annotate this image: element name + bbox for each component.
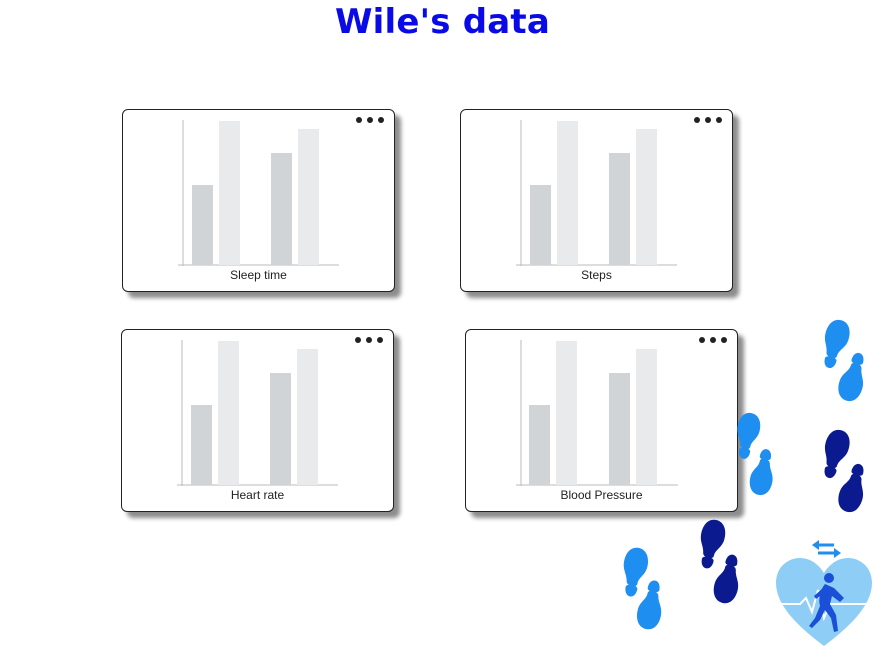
chart-bar — [218, 341, 239, 485]
chart-bar — [271, 153, 292, 265]
more-options-icon[interactable] — [694, 117, 722, 123]
placeholder-bar-chart — [178, 120, 339, 266]
page-title: Wile's data — [334, 2, 551, 42]
card-label: Sleep time — [230, 268, 287, 282]
chart-bar — [191, 405, 212, 485]
card-heart-rate[interactable]: Heart rate — [121, 329, 394, 512]
chart-bar — [530, 185, 551, 265]
card-blood-pressure[interactable]: Blood Pressure — [465, 329, 738, 512]
chart-bar — [219, 121, 240, 265]
chart-bar — [556, 341, 577, 485]
chart-bar — [192, 185, 213, 265]
chart-bar — [297, 349, 318, 485]
more-options-icon[interactable] — [355, 337, 383, 343]
chart-bar — [529, 405, 550, 485]
chart-bar — [270, 373, 291, 485]
placeholder-bar-chart — [516, 120, 677, 266]
card-label: Steps — [581, 268, 612, 282]
placeholder-bar-chart — [516, 340, 678, 486]
chart-bar — [609, 153, 630, 265]
card-label: Heart rate — [230, 488, 285, 502]
placeholder-bar-chart — [177, 340, 338, 486]
chart-bar — [609, 373, 630, 485]
chart-bar — [636, 129, 657, 265]
chart-bar — [557, 121, 578, 265]
more-options-icon[interactable] — [356, 117, 384, 123]
card-sleep-time[interactable]: Sleep time — [122, 109, 395, 292]
more-options-icon[interactable] — [699, 337, 727, 343]
card-label: Blood Pressure — [560, 488, 643, 502]
chart-bar — [298, 129, 319, 265]
card-steps[interactable]: Steps — [460, 109, 733, 292]
chart-bar — [636, 349, 657, 485]
